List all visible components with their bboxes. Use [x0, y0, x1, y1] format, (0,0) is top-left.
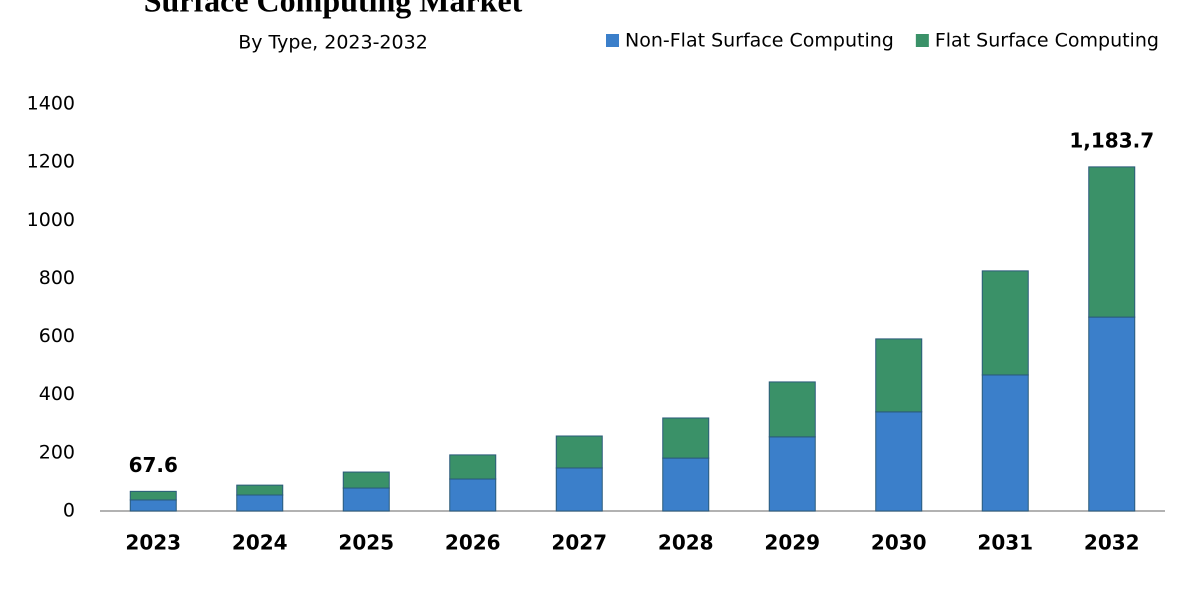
bar-segment	[449, 478, 497, 512]
total-label: 67.6	[129, 453, 178, 477]
x-tick-label: 2024	[232, 531, 288, 555]
chart-subtitle: By Type, 2023-2032	[238, 32, 428, 54]
bar-segment	[768, 381, 816, 438]
bar-segment	[449, 454, 497, 480]
bar-segment	[1088, 316, 1136, 512]
legend-label: Non-Flat Surface Computing	[625, 30, 894, 52]
bar-segment	[236, 494, 284, 512]
bar-segment	[981, 270, 1029, 376]
bar-segment	[981, 374, 1029, 512]
y-tick-label: 1000	[27, 209, 75, 231]
x-tick-label: 2025	[338, 531, 394, 555]
bar-segment	[342, 471, 390, 489]
bar-segment	[875, 338, 923, 413]
y-tick-label: 1400	[27, 93, 75, 115]
bar-segment	[662, 457, 710, 512]
legend-swatch	[915, 34, 929, 47]
y-tick-label: 0	[63, 500, 75, 522]
y-tick-label: 200	[39, 441, 75, 463]
bar-segment	[662, 417, 710, 459]
legend-swatch	[606, 34, 619, 47]
bar-segment	[555, 435, 603, 469]
x-tick-label: 2026	[445, 531, 501, 555]
y-tick-label: 800	[39, 267, 75, 289]
bar-segment	[236, 484, 284, 496]
bar-segment	[342, 487, 390, 512]
bar-segment	[1088, 166, 1136, 318]
bar-segment	[875, 411, 923, 512]
bar-segment	[768, 436, 816, 512]
chart-title: Surface Computing Market	[144, 0, 523, 18]
x-tick-label: 2028	[658, 531, 714, 555]
x-tick-label: 2030	[871, 531, 927, 555]
x-tick-label: 2023	[125, 531, 181, 555]
bar-segment	[555, 467, 603, 512]
bar-segment	[129, 490, 177, 501]
x-tick-label: 2031	[977, 531, 1033, 555]
x-tick-label: 2032	[1084, 531, 1140, 555]
y-tick-label: 600	[39, 325, 75, 347]
x-tick-label: 2027	[551, 531, 607, 555]
x-tick-label: 2029	[764, 531, 820, 555]
y-tick-label: 400	[39, 383, 75, 405]
y-tick-label: 1200	[27, 151, 75, 173]
legend-label: Flat Surface Computing	[935, 30, 1159, 52]
total-label: 1,183.7	[1069, 128, 1154, 152]
bar-segment	[129, 499, 177, 512]
